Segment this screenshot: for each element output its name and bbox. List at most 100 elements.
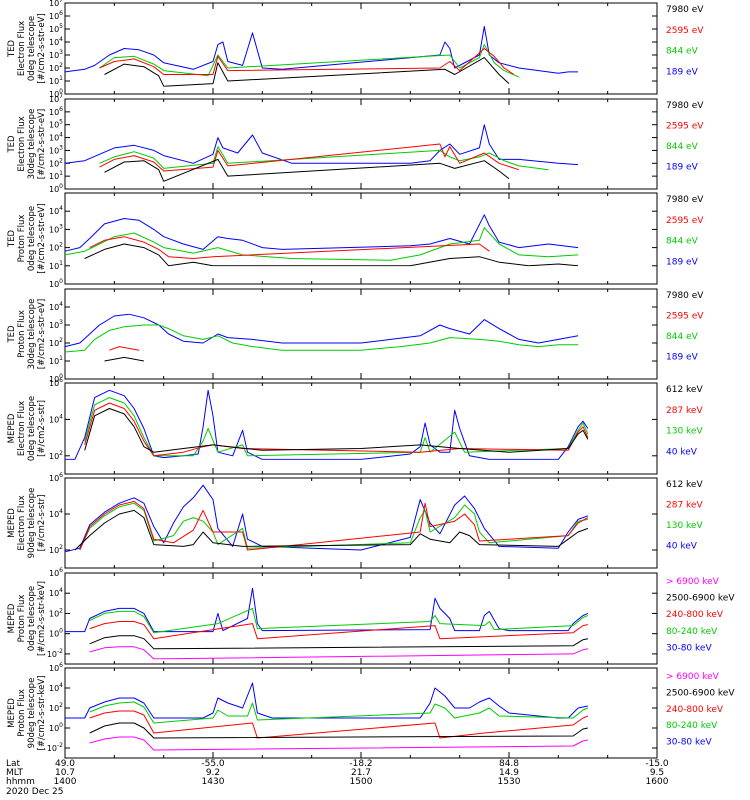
panel-4-legend: 7980 eV 2595 eV 844 eV 189 eV — [666, 291, 704, 363]
series-30-80-kev — [65, 588, 588, 631]
series-287-kev — [85, 403, 588, 456]
panel-8-series — [65, 683, 588, 750]
legend-label: > 6900 keV — [666, 672, 720, 682]
panel-8-ylabel: MEPED Proton Flux 90deg telescope [#/cm2-s-… — [7, 676, 47, 751]
y-tick-label: 102 — [49, 450, 63, 461]
y-tick-label: 102 — [49, 337, 63, 348]
ylabel-line: TED — [7, 135, 17, 154]
legend-label: 7980 eV — [666, 5, 704, 15]
legend-label: 2595 eV — [666, 122, 704, 132]
series-844-ev — [65, 325, 578, 352]
legend-label: 2595 eV — [666, 26, 704, 36]
ylabel-line: Proton Flux — [17, 310, 27, 358]
y-tick-label: 102 — [49, 62, 63, 73]
series-30-80-kev — [65, 683, 588, 718]
ylabel-line: [#/cm2-s-str-keV] — [37, 676, 47, 751]
legend-label: 40 keV — [666, 447, 698, 457]
legend-label: 30-80 keV — [666, 643, 712, 653]
panel-6-legend: 612 keV 287 keV 130 keV 40 keV — [666, 480, 703, 552]
panel-3-legend: 7980 eV 2595 eV 844 eV 189 eV — [666, 195, 704, 267]
series-2500-6900-kev — [90, 636, 588, 649]
legend-label: 2500-6900 keV — [666, 688, 735, 698]
series-130-kev — [80, 503, 588, 550]
series-612-kev — [75, 510, 588, 550]
panel-7-series — [65, 588, 588, 659]
ylabel-line: Electron Flux — [17, 21, 27, 76]
series-130-kev — [85, 398, 588, 456]
y-tick-label: 100 — [49, 183, 63, 194]
y-tick-label: 104 — [49, 36, 63, 47]
footer-hhmm-value: 1530 — [498, 777, 521, 787]
y-tick-label: 106 — [49, 567, 63, 578]
series-287-kev — [80, 501, 588, 550]
footer-hhmm-value: 1400 — [54, 777, 77, 787]
legend-label: 2500-6900 keV — [666, 594, 735, 604]
footer-lat-value: 49.0 — [55, 759, 75, 769]
legend-label: 612 keV — [666, 480, 703, 490]
orbit-footer: LatMLThhmm49.010.71400-55.09.21430-18.22… — [6, 759, 669, 797]
legend-label: 130 keV — [666, 427, 703, 437]
y-tick-label: 103 — [49, 223, 63, 234]
panel-2-frame — [64, 98, 658, 190]
series-844-ev — [100, 147, 549, 170]
y-tick-label: 102 — [49, 242, 63, 253]
footer-hhmm-value: 1430 — [202, 777, 225, 787]
series-7980-ev — [105, 58, 510, 87]
ylabel-line: TED — [7, 39, 17, 58]
ylabel-line: MEPED — [7, 603, 17, 633]
y-tick-label: 106 — [49, 10, 63, 21]
y-tick-label: 102 — [49, 607, 63, 618]
panel-7-legend: > 6900 keV 2500-6900 keV 240-800 keV 80-240… — [666, 577, 735, 653]
y-tick-label: 106 — [49, 106, 63, 117]
y-tick-label: 100 — [49, 88, 63, 99]
y-tick-label: 107 — [49, 93, 63, 104]
ylabel-line: 90deg telescope — [27, 678, 37, 749]
panel-2-ylabel: TED Electron Flux 30deg telescope [#/cm2-s-… — [7, 109, 47, 180]
legend-label: 189 eV — [666, 257, 699, 267]
legend-label: 287 keV — [666, 406, 703, 416]
series-240-800-kev — [90, 711, 588, 738]
legend-label: 287 keV — [666, 501, 703, 511]
series-80-240-kev — [90, 608, 588, 632]
ylabel-line: Proton Flux — [17, 595, 27, 643]
ylabel-line: MEPED — [7, 413, 17, 443]
series-40-kev — [65, 390, 588, 459]
y-tick-label: 103 — [49, 49, 63, 60]
panel-5-legend: 612 keV 287 keV 130 keV 40 keV — [666, 385, 703, 457]
panel-3-frame — [64, 192, 658, 285]
legend-label: 80-240 keV — [666, 627, 718, 637]
y-tick-label: 104 — [49, 132, 63, 143]
footer-hhmm-value: 1600 — [646, 777, 669, 787]
series-612-kev — [85, 409, 588, 453]
y-tick-label: 101 — [49, 75, 63, 86]
ylabel-line: [#/cm2-s-str-eV] — [37, 13, 47, 83]
ylabel-line: 30deg telescope — [27, 299, 37, 370]
ylabel-line: Proton Flux — [17, 215, 27, 263]
y-tick-label: 104 — [49, 682, 63, 693]
footer-hhmm-value: 1500 — [350, 777, 373, 787]
ylabel-line: [#/cm2-s-str] — [37, 400, 47, 457]
ylabel-line: [#/cm2-s-str-eV] — [37, 203, 47, 273]
footer-mlt-value: 21.7 — [351, 768, 371, 778]
y-tick-label: 107 — [49, 0, 63, 8]
series-2500-6900-kev — [90, 723, 588, 738]
panel-5-ylabel: MEPED Electron Flux 0deg telescope [#/cm2-s… — [7, 396, 47, 461]
legend-label: 189 eV — [666, 67, 699, 77]
ylabel-line: Electron Flux — [17, 401, 27, 456]
series-7980-ev — [105, 357, 144, 361]
footer-date: 2020 Dec 25 — [6, 787, 64, 797]
panel-1-series — [65, 26, 578, 86]
panel-6-ylabel: MEPED Electron Flux 90deg telescope [#/cm2-… — [7, 488, 47, 559]
y-tick-label: 10-2 — [47, 742, 63, 753]
legend-label: 40 keV — [666, 542, 698, 552]
footer-lat-value: 84.8 — [499, 759, 519, 769]
series-240-800-kev — [90, 622, 588, 639]
legend-label: 240-800 keV — [666, 610, 724, 620]
series-844-ev — [65, 228, 578, 261]
y-tick-label: 102 — [49, 702, 63, 713]
ylabel-line: 0deg telescope — [27, 586, 37, 651]
y-tick-label: 100 — [49, 722, 63, 733]
